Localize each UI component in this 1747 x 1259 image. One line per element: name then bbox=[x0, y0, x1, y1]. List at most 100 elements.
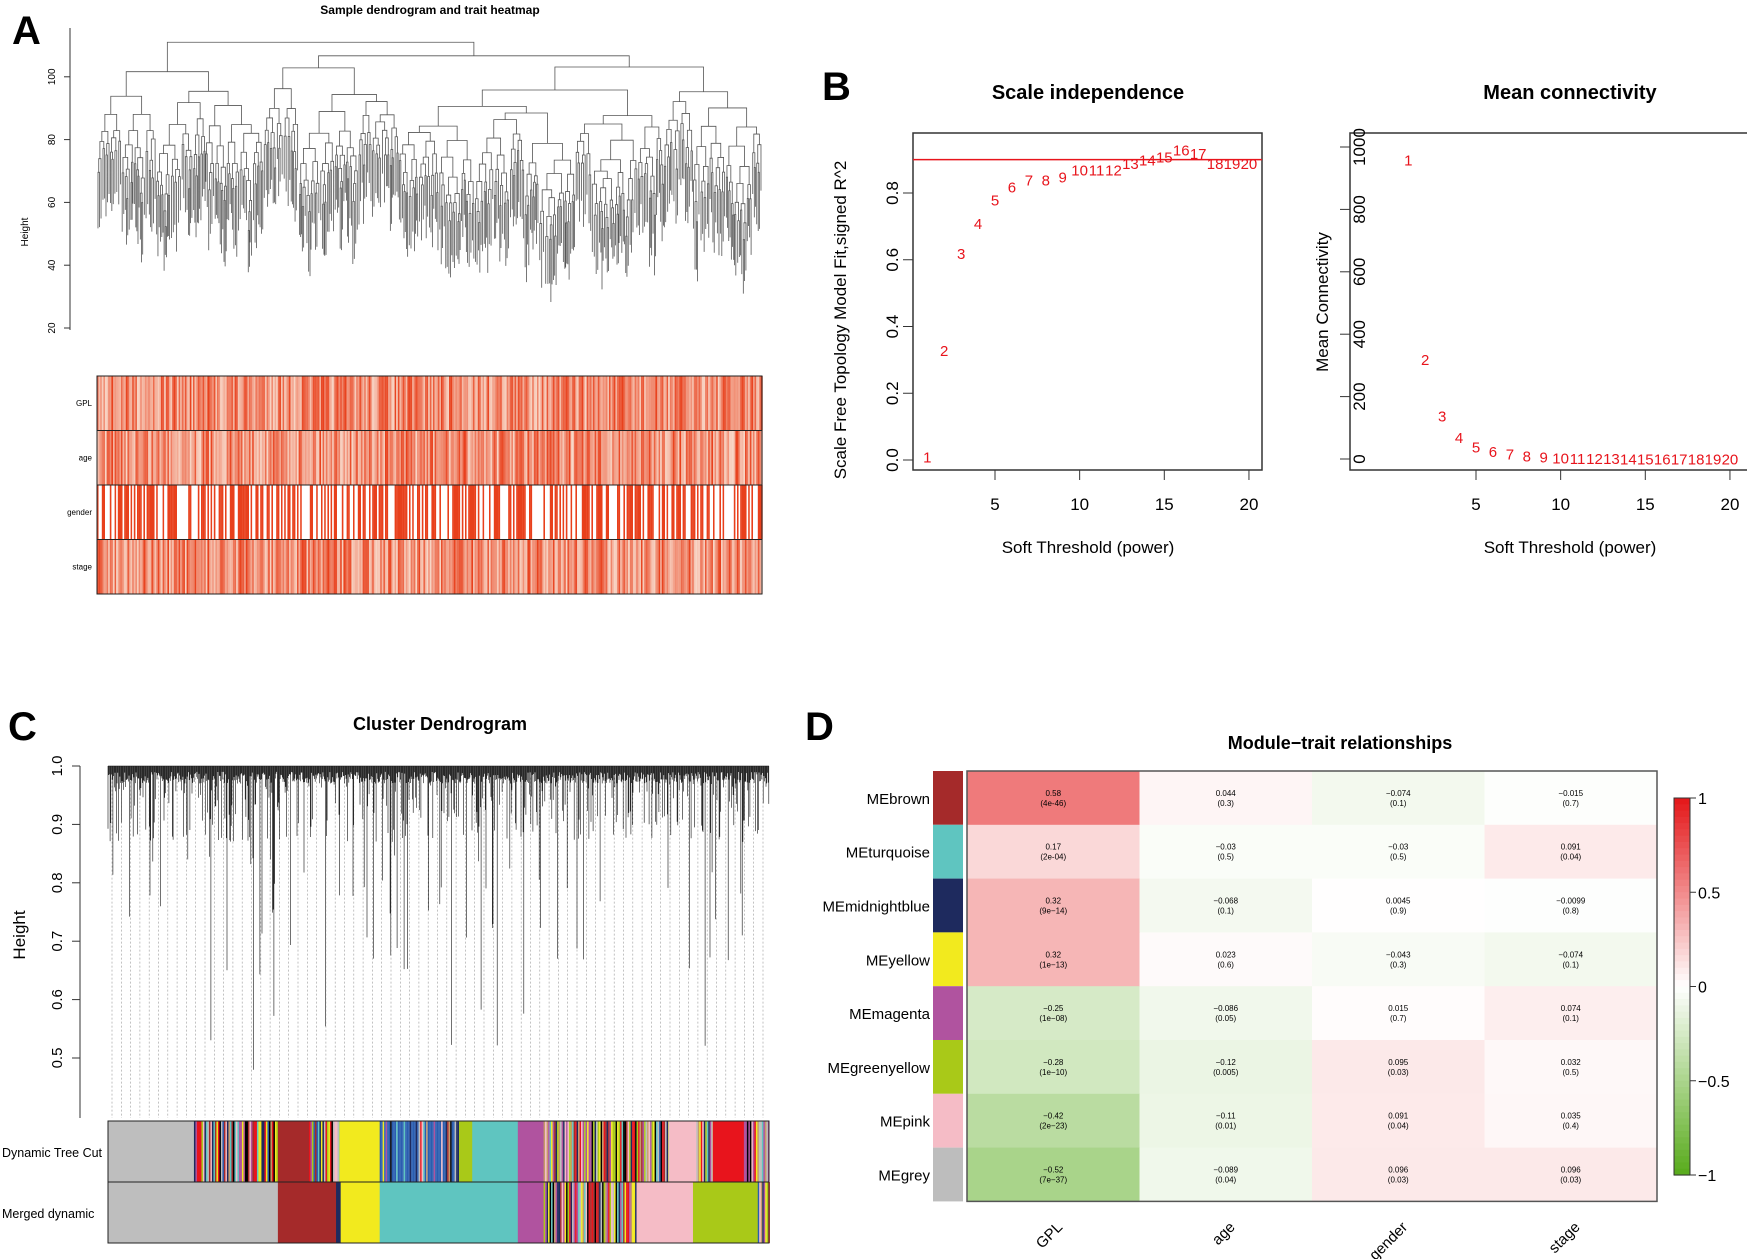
trait-heat-cell bbox=[287, 430, 290, 485]
module-color-stripe bbox=[308, 1121, 311, 1182]
legend-tick-label: 1 bbox=[1698, 791, 1707, 808]
trait-heat-cell bbox=[716, 539, 718, 594]
trait-heat-cell bbox=[252, 539, 254, 594]
trait-heat-cell bbox=[604, 539, 606, 594]
trait-heat-cell bbox=[113, 430, 115, 485]
trait-heat-cell bbox=[492, 539, 494, 594]
trait-heat-cell bbox=[599, 539, 602, 594]
trait-heat-cell bbox=[554, 539, 557, 594]
trait-heat-cell bbox=[209, 430, 211, 485]
trait-heat-cell bbox=[205, 430, 208, 485]
trait-heat-cell bbox=[260, 485, 262, 540]
trait-heat-cell bbox=[263, 376, 266, 431]
trait-heat-cell bbox=[367, 485, 370, 540]
trait-heat-cell bbox=[199, 430, 202, 485]
trait-heat-cell bbox=[183, 539, 186, 594]
trait-heat-cell bbox=[703, 376, 706, 431]
trait-heat-cell bbox=[217, 430, 219, 485]
trait-heat-cell bbox=[410, 539, 413, 594]
trait-heat-cell bbox=[753, 430, 755, 485]
trait-heat-cell bbox=[495, 430, 498, 485]
data-point-label: 7 bbox=[1506, 446, 1514, 463]
trait-heat-cell bbox=[721, 485, 723, 540]
trait-heat-cell bbox=[511, 485, 514, 540]
trait-heat-cell bbox=[634, 539, 637, 594]
trait-heat-cell bbox=[266, 485, 269, 540]
trait-heat-cell bbox=[484, 430, 486, 485]
module-color-stripe bbox=[702, 1121, 704, 1182]
trait-heat-cell bbox=[693, 539, 696, 594]
trait-heat-cell bbox=[490, 485, 493, 540]
trait-heat-cell bbox=[346, 376, 349, 431]
module-color-stripe bbox=[665, 1121, 667, 1182]
trait-heat-cell bbox=[269, 485, 272, 540]
trait-heat-cell bbox=[181, 430, 184, 485]
trait-heat-cell bbox=[330, 485, 333, 540]
trait-heat-cell bbox=[586, 376, 589, 431]
trait-heat-cell bbox=[393, 485, 395, 540]
data-point-label: 7 bbox=[1025, 173, 1033, 190]
trait-heat-cell bbox=[413, 430, 416, 485]
trait-heat-cell bbox=[377, 430, 379, 485]
trait-heat-cell bbox=[580, 485, 582, 540]
trait-heat-cell bbox=[577, 376, 579, 431]
trait-heat-cell bbox=[524, 539, 526, 594]
trait-heat-cell bbox=[273, 376, 275, 431]
trait-heat-cell bbox=[157, 376, 160, 431]
trait-heat-cell bbox=[687, 430, 690, 485]
trait-heat-cell bbox=[653, 376, 656, 431]
trait-heat-cell bbox=[266, 430, 269, 485]
trait-row-age bbox=[97, 430, 763, 485]
trait-heat-cell bbox=[114, 376, 117, 431]
trait-heat-cell bbox=[359, 430, 362, 485]
trait-heat-cell bbox=[322, 376, 325, 431]
module-color-stripe bbox=[448, 1121, 451, 1182]
trait-heat-cell bbox=[580, 430, 582, 485]
module-color-stripe bbox=[454, 1121, 457, 1182]
trait-heat-cell bbox=[636, 376, 638, 431]
trait-heat-cell bbox=[396, 430, 398, 485]
trait-heat-cell bbox=[377, 376, 379, 431]
trait-heat-cell bbox=[186, 539, 189, 594]
module-color-stripe bbox=[555, 1182, 558, 1243]
trait-heat-cell bbox=[415, 485, 418, 540]
cell-pvalue: (0.04) bbox=[1215, 1176, 1236, 1185]
trait-heat-cell bbox=[341, 430, 344, 485]
cell-pvalue: (0.1) bbox=[1390, 799, 1407, 808]
module-color-stripe bbox=[605, 1121, 607, 1182]
trait-heat-cell bbox=[303, 485, 306, 540]
trait-heat-cell bbox=[141, 376, 144, 431]
trait-heat-cell bbox=[133, 430, 136, 485]
trait-heat-cell bbox=[538, 485, 541, 540]
trait-heat-cell bbox=[503, 485, 506, 540]
trait-heat-cell bbox=[538, 430, 541, 485]
trait-heat-cell bbox=[717, 539, 720, 594]
trait-heat-cell bbox=[636, 485, 638, 540]
trait-heat-cell bbox=[551, 376, 554, 431]
trait-heat-cell bbox=[385, 376, 387, 431]
trait-heat-cell bbox=[418, 430, 421, 485]
module-color-stripe bbox=[329, 1121, 332, 1182]
trait-heat-cell bbox=[754, 539, 757, 594]
trait-heat-cell bbox=[637, 485, 640, 540]
trait-heat-cell bbox=[178, 539, 181, 594]
trait-heat-cell bbox=[348, 376, 350, 431]
trait-heat-cell bbox=[364, 485, 366, 540]
module-color-stripe bbox=[651, 1121, 654, 1182]
trait-heat-cell bbox=[666, 376, 669, 431]
module-color-stripe bbox=[205, 1121, 208, 1182]
trait-heat-cell bbox=[159, 485, 162, 540]
trait-heat-cell bbox=[401, 376, 403, 431]
legend-gradient-step bbox=[1674, 841, 1690, 849]
trait-heat-cell bbox=[753, 539, 755, 594]
ytick-label: 0.4 bbox=[883, 315, 902, 339]
trait-heat-cell bbox=[418, 485, 421, 540]
trait-heat-cell bbox=[257, 430, 259, 485]
panel-b-mean-connectivity: Mean connectivity Mean Connectivity Soft… bbox=[1313, 82, 1747, 557]
trait-heat-cell bbox=[591, 539, 594, 594]
legend-gradient-step bbox=[1674, 1156, 1690, 1164]
cell-correlation: 0.32 bbox=[1045, 950, 1061, 959]
module-color-stripe bbox=[546, 1182, 549, 1243]
module-color-stripe bbox=[666, 1121, 669, 1182]
module-label: MEmidnightblue bbox=[822, 899, 930, 916]
